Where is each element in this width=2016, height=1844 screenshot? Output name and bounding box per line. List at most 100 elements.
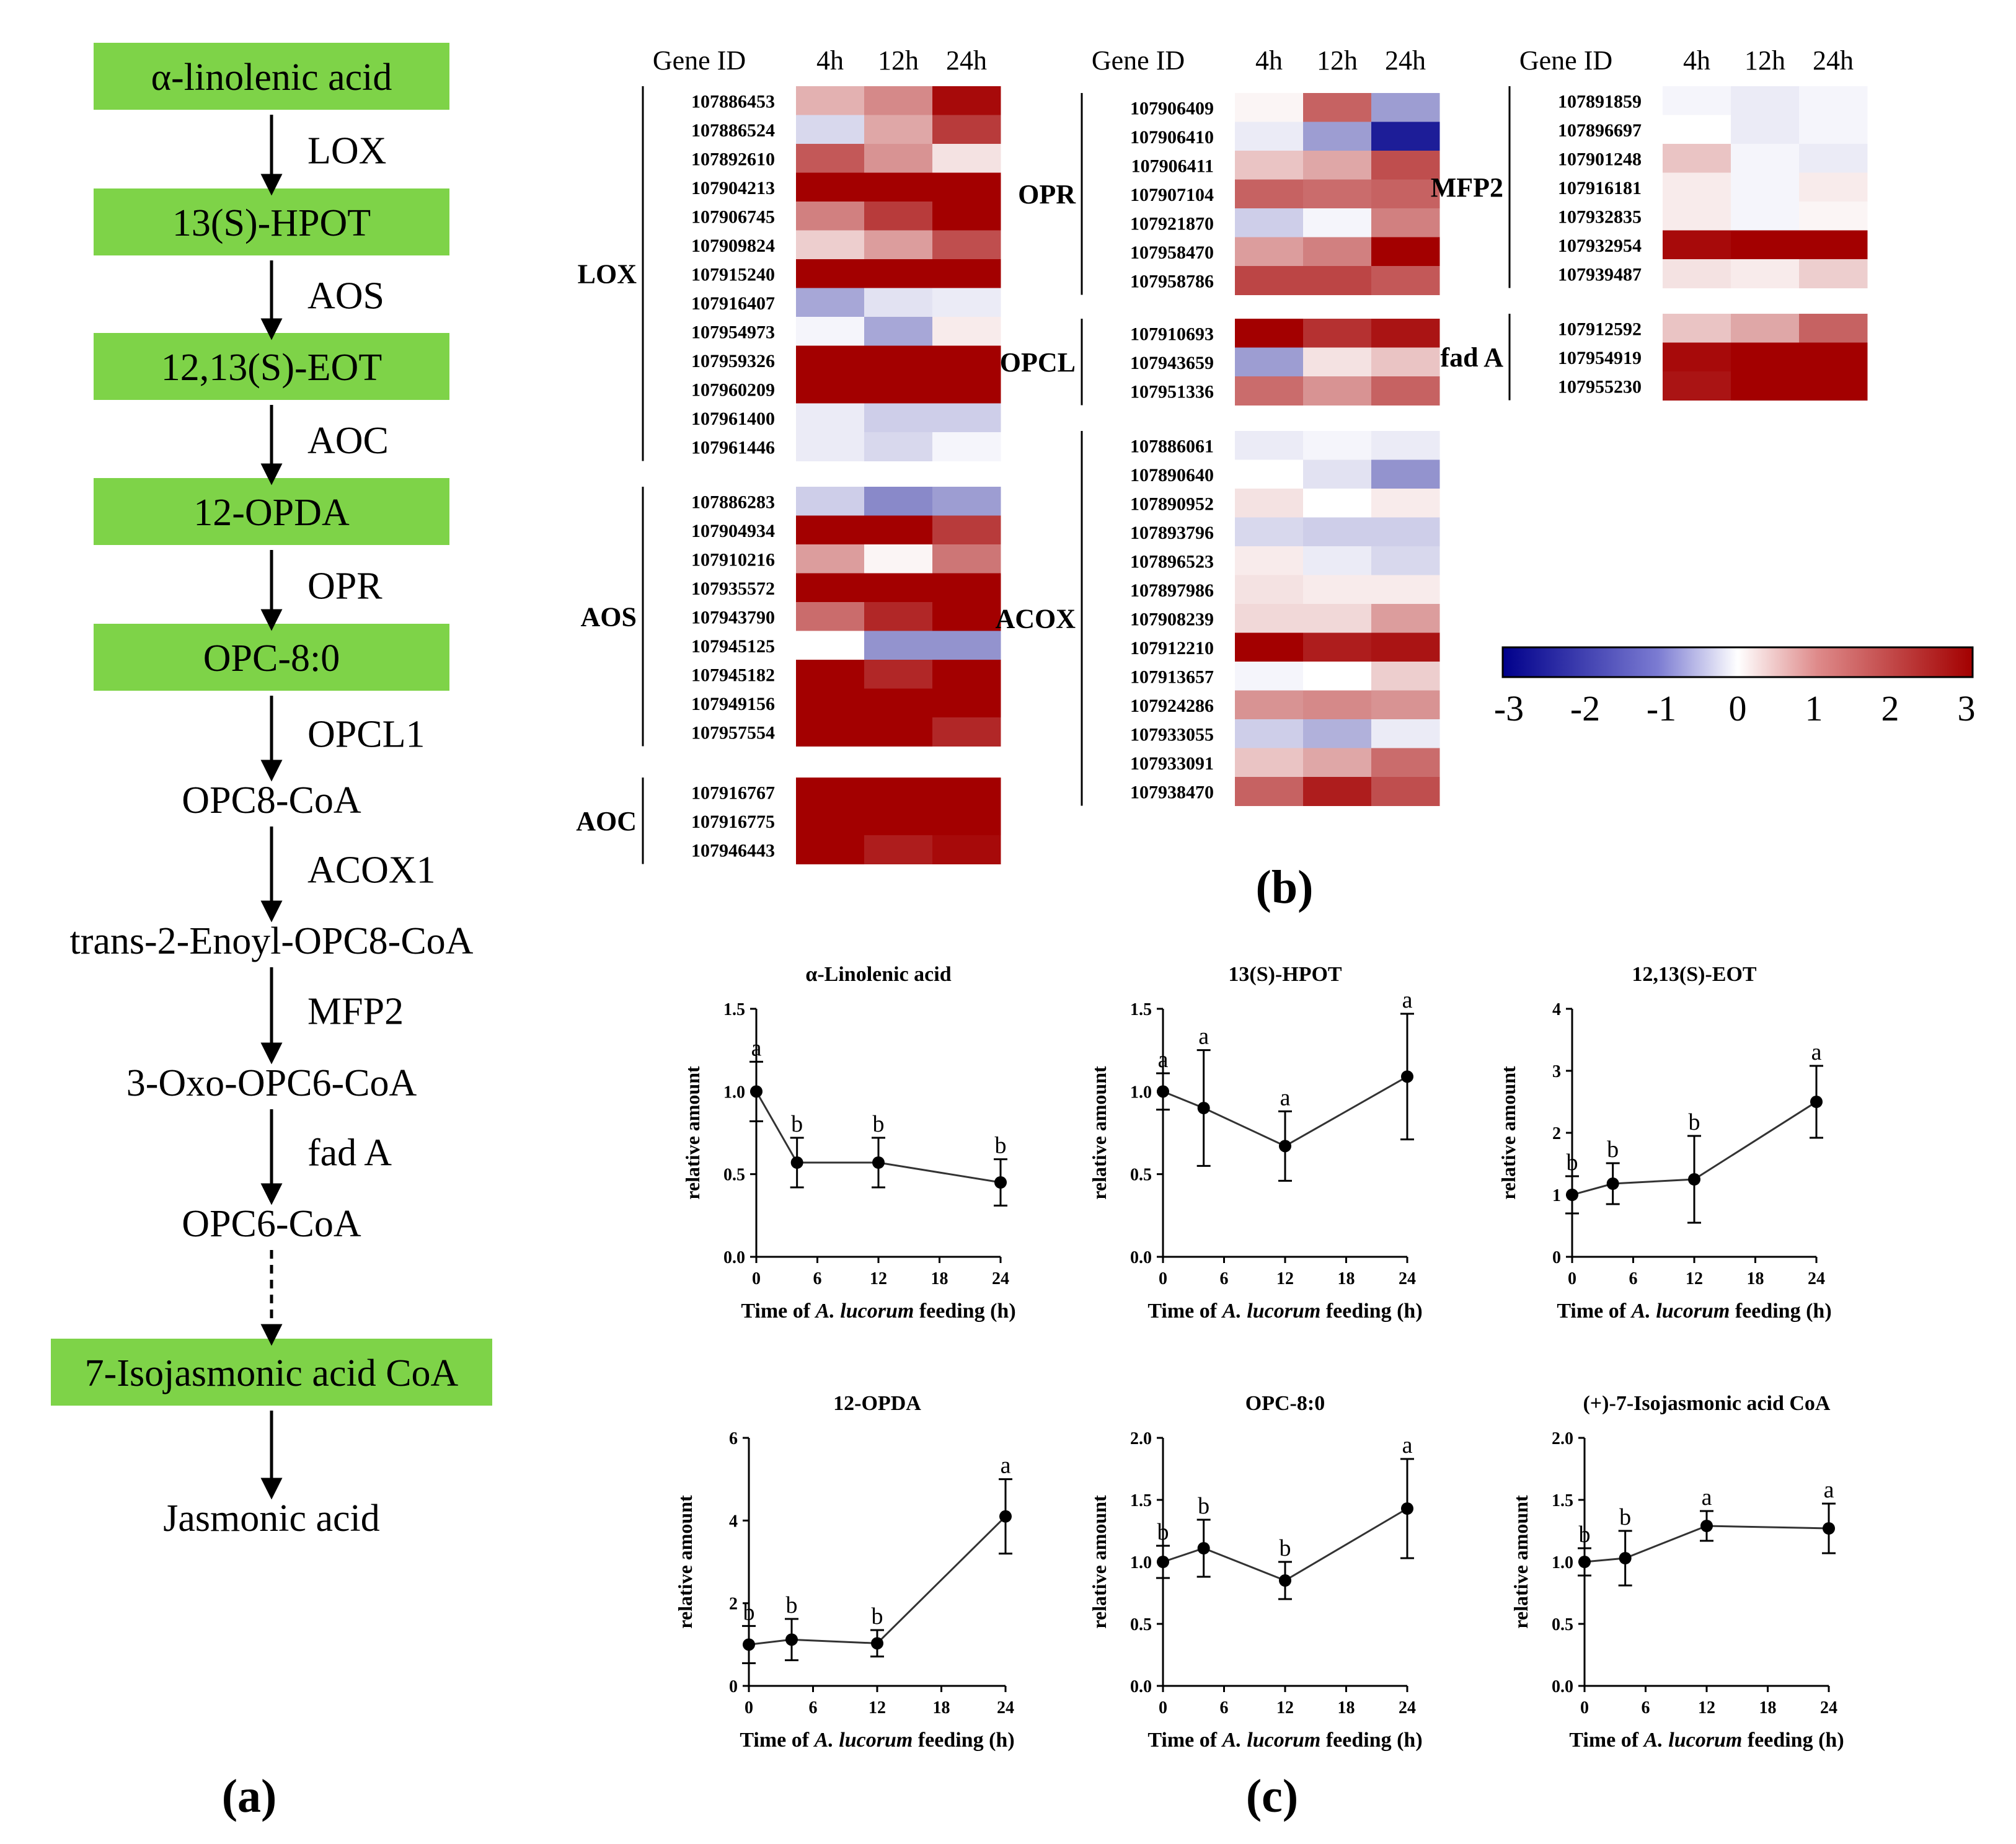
heatmap-gene-id: 107901248: [1558, 149, 1642, 169]
x-axis-label-prefix: Time of: [1557, 1300, 1631, 1323]
heatmap-cell: [1731, 314, 1800, 343]
heatmap-gene-id: 107958786: [1130, 271, 1214, 291]
heatmap-header-column: 24h: [1385, 45, 1426, 76]
line-chart: α-Linolenic acid 0.0 0.5 1.0 1.5 0 6 12 18 24 rela…: [681, 963, 1016, 1323]
x-tick-label: 0: [1568, 1269, 1576, 1288]
pathway-node-label: α-linolenic acid: [151, 56, 392, 99]
pathway-node-box: [94, 333, 449, 400]
heatmap-cell: [1235, 151, 1304, 180]
pathway-node-box: [94, 188, 449, 255]
heatmap-cell: [1303, 690, 1372, 720]
heatmap-cell: [1303, 459, 1372, 489]
heatmap-cell: [1235, 777, 1304, 806]
heatmap-cell: [1303, 376, 1372, 406]
heatmap-cell: [1371, 748, 1440, 778]
significance-letter: b: [873, 1111, 885, 1137]
heatmap-cell: [932, 544, 1001, 574]
heatmap-header-column: 4h: [1255, 45, 1283, 76]
data-point: [1606, 1177, 1619, 1190]
data-point: [1823, 1522, 1835, 1535]
data-point: [1157, 1085, 1169, 1098]
heatmap-gene-id: 107916767: [691, 782, 775, 803]
heatmap-cell: [796, 515, 865, 545]
heatmap-gene-id: 107943659: [1130, 353, 1214, 373]
heatmap-group-label: fad A: [1441, 342, 1504, 373]
x-axis-label-prefix: Time of: [741, 1300, 815, 1323]
heatmap-gene-id: 107892610: [691, 149, 775, 169]
pathway-node-label: 12-OPDA: [193, 492, 350, 534]
x-axis-label-species: A. lucorum: [1221, 1300, 1321, 1323]
heatmap-gene-id: 107935572: [691, 578, 775, 599]
heatmap-cell: [864, 86, 933, 115]
heatmap-gene-id: 107904934: [691, 521, 775, 541]
pathway-node-label: OPC8-CoA: [182, 779, 361, 822]
heatmap-gene-id: 107909824: [691, 236, 775, 256]
heatmap-cell: [1663, 342, 1731, 372]
heatmap-cell: [1235, 690, 1304, 720]
heatmap-cell: [796, 115, 865, 144]
heatmap-cell: [1731, 86, 1800, 115]
pathway-node-label: 12,13(S)-EOT: [161, 347, 382, 389]
x-axis-label-prefix: Time of: [1569, 1729, 1643, 1752]
heatmap-cell: [1303, 604, 1372, 633]
heatmap-cell: [1371, 489, 1440, 518]
heatmap-gene-id: 107932954: [1558, 236, 1642, 256]
y-tick-label: 2.0: [1552, 1429, 1573, 1448]
significance-letter: b: [1689, 1109, 1700, 1135]
pathway-enzyme-label: ACOX1: [307, 849, 436, 892]
data-point: [743, 1638, 755, 1651]
x-axis-label-prefix: Time of: [1147, 1729, 1222, 1752]
heatmap-cell: [1799, 230, 1868, 260]
heatmap-cell: [796, 717, 865, 747]
heatmap-cell: [1731, 115, 1800, 144]
colorbar-tick-label: -3: [1494, 688, 1524, 729]
pathway-node-box: [94, 624, 449, 691]
heatmap-cell: [1303, 777, 1372, 806]
heatmap-cell: [1663, 202, 1731, 231]
heatmap-gene-id: 107915240: [691, 264, 775, 285]
y-tick-label: 1.0: [1130, 1553, 1152, 1572]
heatmap-gene-id: 107960209: [691, 379, 775, 400]
heatmap-gene-id: 107916775: [691, 812, 775, 832]
heatmap-gene-id: 107896523: [1130, 551, 1214, 572]
heatmap-cell: [864, 403, 933, 433]
heatmap-cell: [1235, 719, 1304, 748]
heatmap-cell: [1235, 662, 1304, 691]
heatmap-cell: [1303, 431, 1372, 460]
significance-letter: a: [751, 1035, 762, 1061]
heatmap-group-label: AOS: [581, 601, 637, 632]
y-axis-label: relative amount: [1510, 1495, 1532, 1629]
significance-letter: b: [1198, 1493, 1209, 1519]
heatmap-cell: [1303, 748, 1372, 778]
pathway-enzyme-label: AOS: [307, 275, 384, 317]
heatmap-cell: [932, 835, 1001, 864]
significance-letter: b: [1579, 1522, 1591, 1548]
data-point: [790, 1156, 803, 1169]
x-axis-label-species: A. lucorum: [1643, 1729, 1743, 1752]
series-line: [748, 1515, 1007, 1646]
significance-letter: a: [1198, 1024, 1209, 1050]
series-line: [1584, 1525, 1829, 1563]
heatmap-cell: [932, 345, 1001, 375]
heatmap-gene-id: 107933091: [1130, 753, 1214, 774]
pathway-node-box: [94, 43, 449, 110]
heatmap-cell: [796, 660, 865, 689]
heatmap-cell: [864, 778, 933, 807]
data-point: [1566, 1189, 1578, 1201]
x-tick-label: 12: [870, 1269, 887, 1288]
heatmap-cell: [932, 515, 1001, 545]
heatmap-gene-id: 107916407: [691, 293, 775, 314]
heatmap-cell: [1235, 748, 1304, 778]
heatmap-cell: [796, 230, 865, 260]
y-tick-label: 0.0: [1130, 1677, 1152, 1696]
heatmap-cell: [864, 573, 933, 603]
significance-letter: b: [1619, 1504, 1631, 1530]
heatmap-cell: [932, 403, 1001, 433]
heatmap-cell: [1235, 122, 1304, 151]
heatmap-cell: [1371, 459, 1440, 489]
heatmap-cell: [932, 259, 1001, 288]
heatmap-gene-id: 107943790: [691, 607, 775, 627]
heatmap-cell: [1731, 144, 1800, 173]
heatmap-cell: [1799, 202, 1868, 231]
series-line: [1162, 1507, 1408, 1582]
